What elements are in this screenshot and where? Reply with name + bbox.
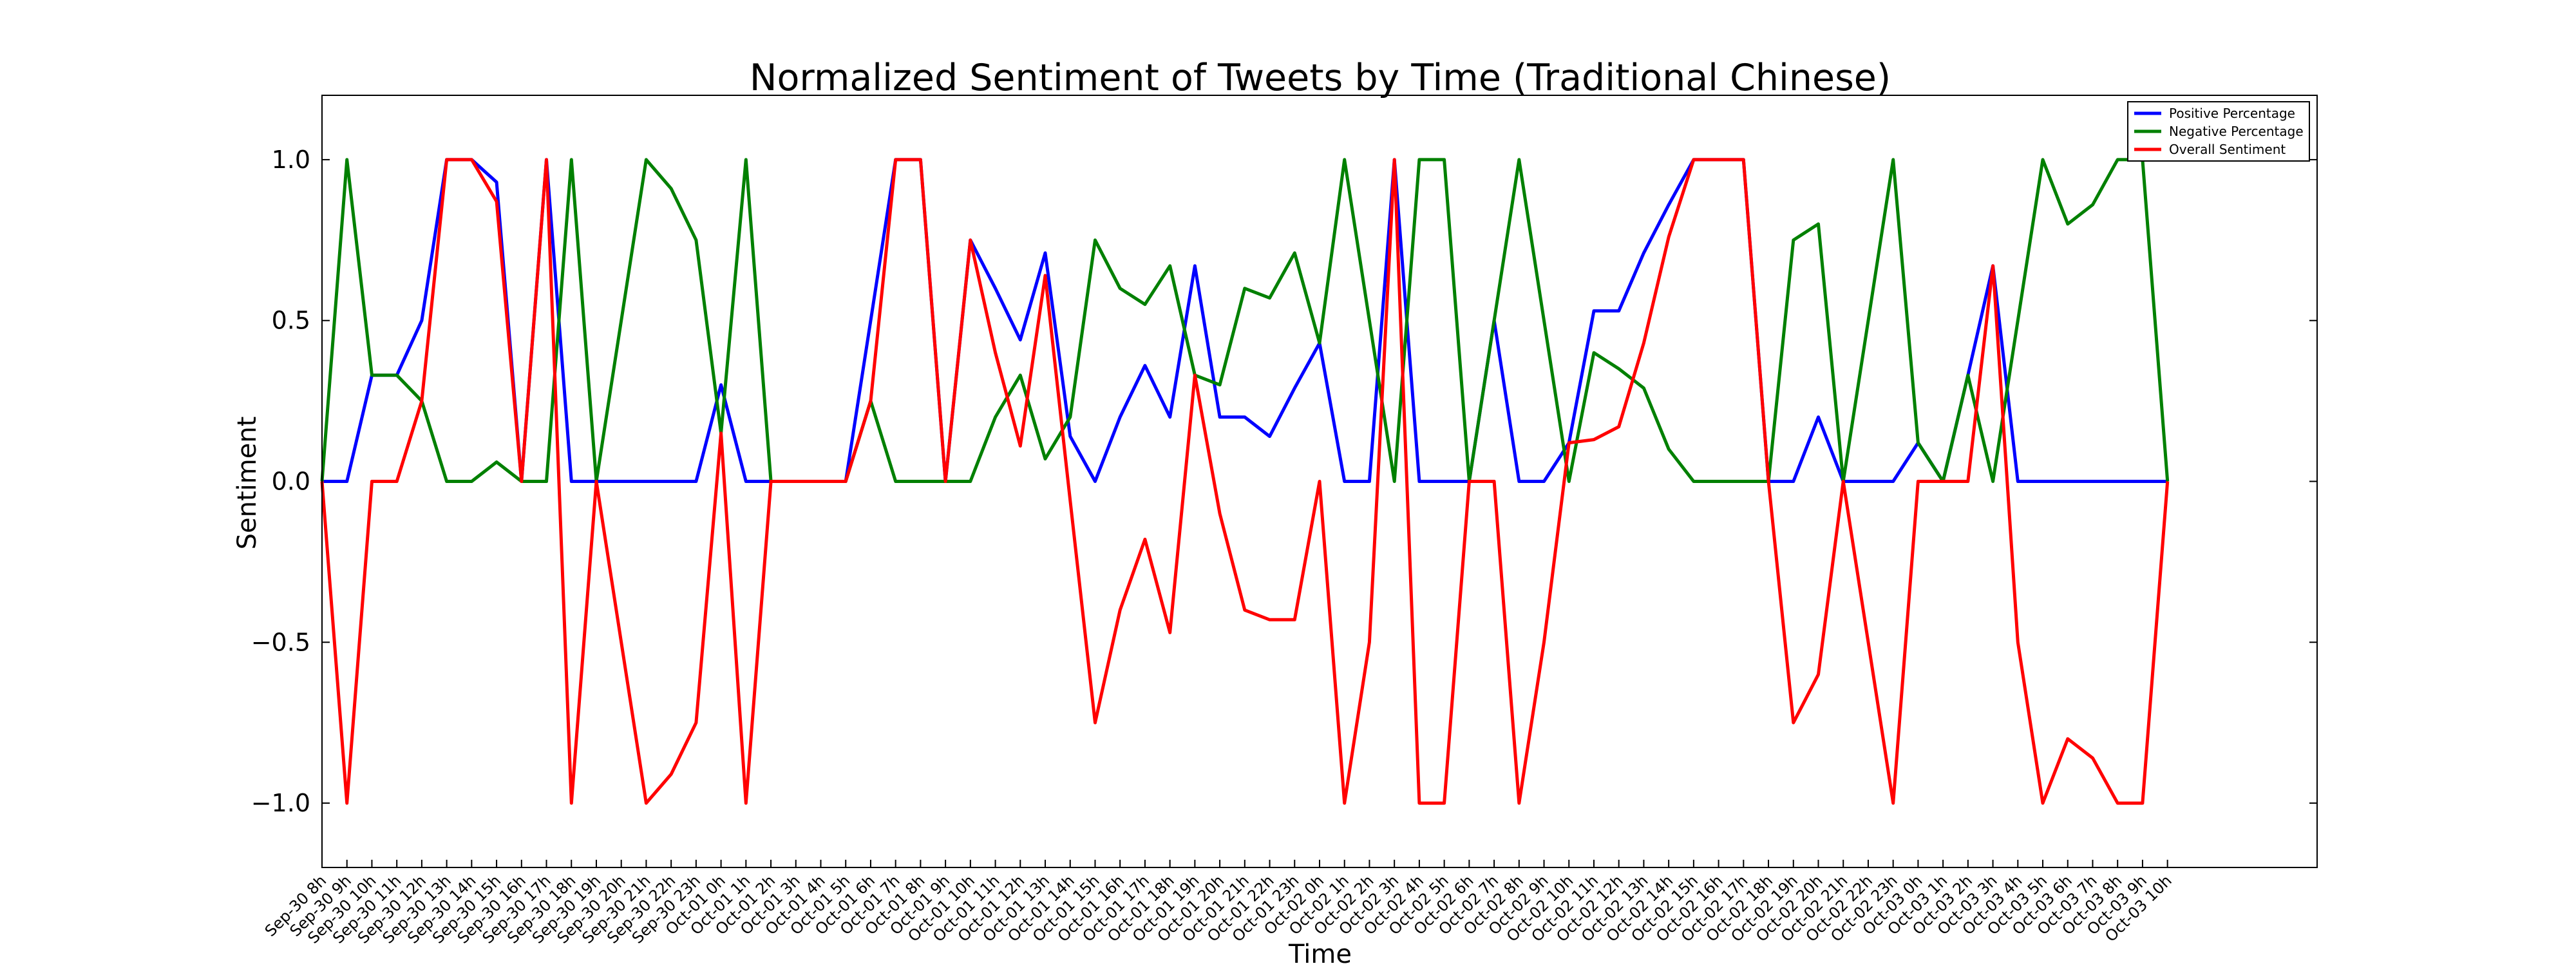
y-tick-label: −1.0 — [251, 789, 310, 817]
series-line — [320, 158, 2170, 483]
chart-title: Normalized Sentiment of Tweets by Time (… — [750, 57, 1891, 99]
legend-label: Positive Percentage — [2169, 106, 2295, 121]
plot-frame — [321, 95, 2318, 868]
y-axis-label: Sentiment — [232, 417, 262, 550]
y-tick-label: 0.5 — [272, 307, 310, 335]
legend-label: Negative Percentage — [2169, 124, 2304, 139]
legend-label: Overall Sentiment — [2169, 142, 2286, 157]
y-tick-label: −0.5 — [251, 628, 310, 656]
series-line — [322, 158, 2168, 483]
y-tick-label: 1.0 — [272, 146, 310, 174]
x-axis-label: Time — [1288, 940, 1352, 966]
y-tick-label: 0.0 — [272, 468, 310, 496]
series-line — [320, 158, 2170, 805]
